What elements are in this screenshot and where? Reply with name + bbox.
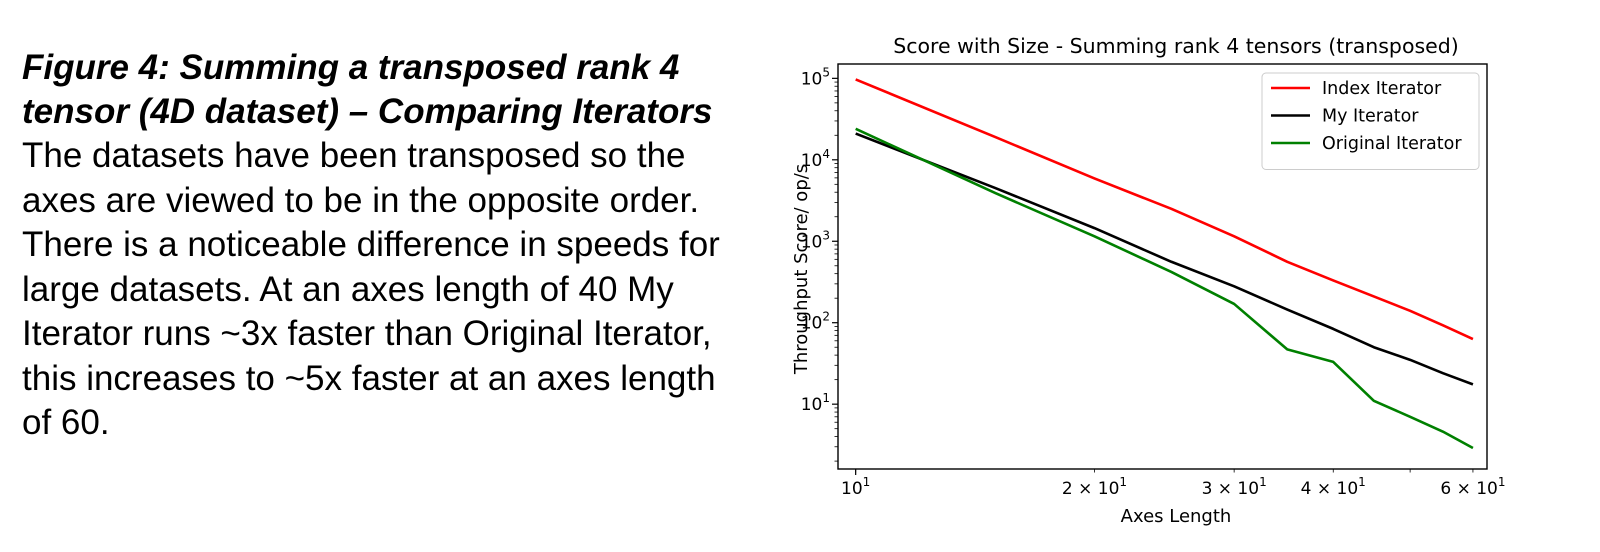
figure-caption-body: The datasets have been transposed so the… bbox=[22, 136, 720, 442]
caption-panel: Figure 4: Summing a transposed rank 4 te… bbox=[22, 46, 742, 446]
x-tick-label: 3 × 101 bbox=[1202, 475, 1267, 499]
y-tick-label: 102 bbox=[801, 310, 830, 334]
legend-box bbox=[1261, 72, 1480, 170]
x-tick-label: 101 bbox=[841, 475, 870, 499]
x-tick-label: 2 × 101 bbox=[1062, 475, 1127, 499]
chart-title: Score with Size - Summing rank 4 tensors… bbox=[893, 34, 1459, 58]
x-axis-label: Axes Length bbox=[1121, 506, 1232, 527]
plot-frame bbox=[837, 63, 1488, 470]
x-tick-label: 6 × 101 bbox=[1440, 475, 1505, 499]
plot-layer: 101 102 103 104 105 101 2 × 101 3 × 101 4 × 101 6… bbox=[801, 63, 1506, 499]
series-line-my-iterator bbox=[855, 132, 1474, 386]
chart-container: Score with Size - Summing rank 4 tensors… bbox=[780, 0, 1600, 547]
throughput-chart: Score with Size - Summing rank 4 tensors… bbox=[791, 34, 1506, 527]
y-tick-label: 104 bbox=[801, 147, 830, 171]
y-tick-label: 101 bbox=[801, 391, 830, 415]
series-line-original-iterator bbox=[855, 127, 1474, 450]
figure-caption-title: Figure 4: Summing a transposed rank 4 te… bbox=[22, 48, 713, 131]
series-line-index-iterator bbox=[855, 78, 1474, 341]
y-tick-label: 103 bbox=[801, 228, 830, 252]
legend-label: My Iterator bbox=[1322, 107, 1419, 127]
y-tick-label: 105 bbox=[801, 65, 830, 89]
legend-label: Original Iterator bbox=[1322, 134, 1462, 154]
legend-label: Index Iterator bbox=[1322, 79, 1442, 99]
x-tick-label: 4 × 101 bbox=[1301, 475, 1366, 499]
y-axis-label: Throughput Score/ op/s bbox=[791, 164, 812, 375]
